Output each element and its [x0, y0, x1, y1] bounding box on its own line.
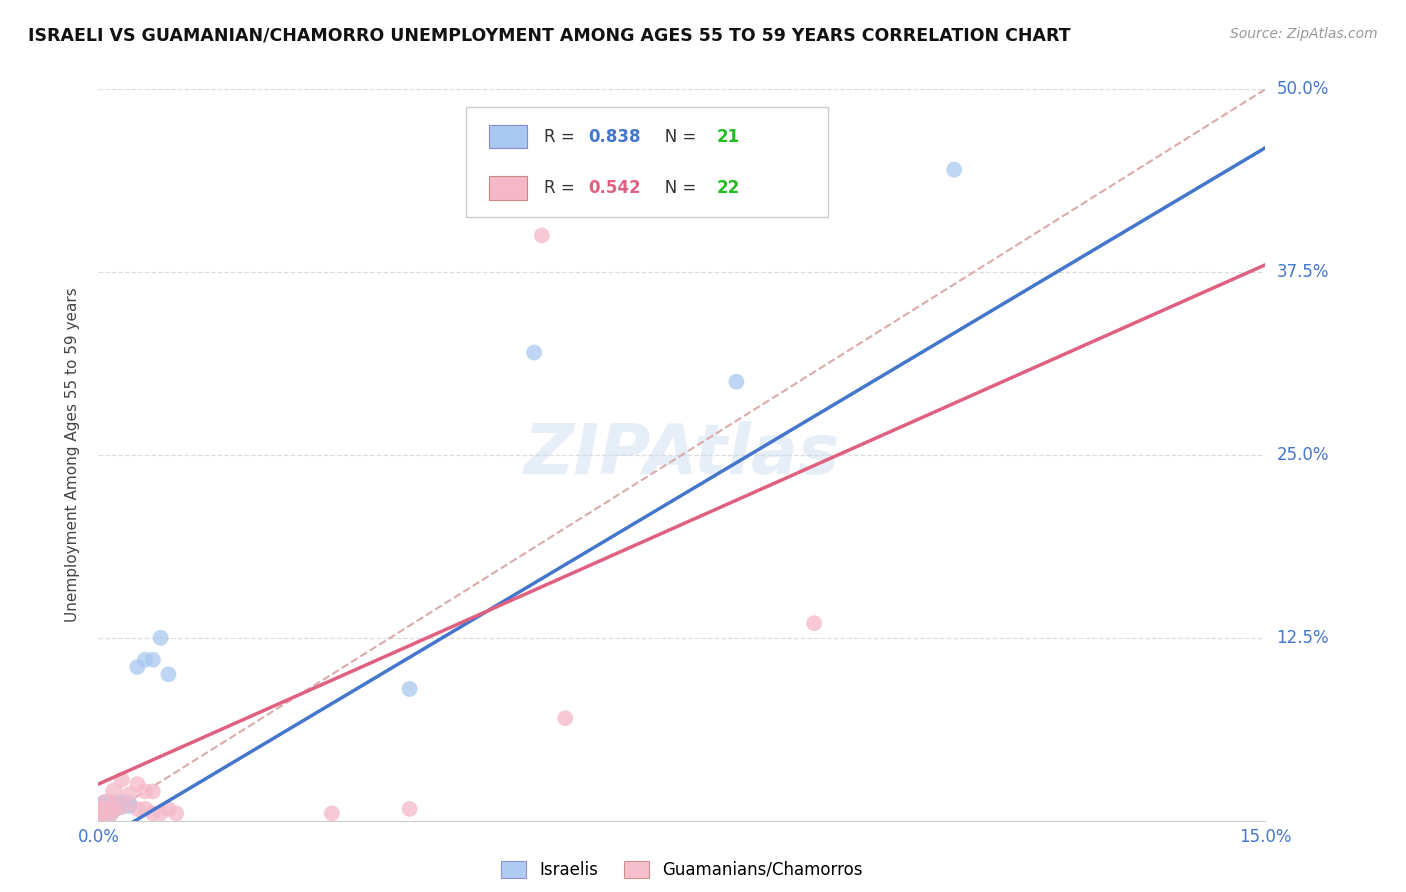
- Point: [118, 799, 141, 814]
- Legend: Israelis, Guamanians/Chamorros: Israelis, Guamanians/Chamorros: [495, 854, 869, 886]
- Point: [111, 799, 134, 814]
- Point: [943, 162, 966, 177]
- Text: Source: ZipAtlas.com: Source: ZipAtlas.com: [1230, 27, 1378, 41]
- Text: 25.0%: 25.0%: [1277, 446, 1329, 464]
- Text: ZIPAtlas: ZIPAtlas: [524, 421, 839, 489]
- Point: [87, 806, 110, 821]
- Text: ISRAELI VS GUAMANIAN/CHAMORRO UNEMPLOYMENT AMONG AGES 55 TO 59 YEARS CORRELATION: ISRAELI VS GUAMANIAN/CHAMORRO UNEMPLOYME…: [28, 27, 1071, 45]
- Point: [96, 806, 118, 821]
- Text: R =: R =: [544, 179, 581, 197]
- Point: [523, 345, 546, 359]
- Point: [530, 228, 553, 243]
- Point: [554, 711, 576, 725]
- Point: [111, 796, 134, 810]
- Point: [725, 375, 748, 389]
- Point: [398, 802, 420, 816]
- Point: [111, 799, 134, 814]
- Point: [87, 806, 110, 821]
- Point: [103, 784, 125, 798]
- Point: [87, 802, 110, 816]
- Point: [134, 784, 156, 798]
- FancyBboxPatch shape: [489, 177, 527, 200]
- Text: N =: N =: [650, 179, 702, 197]
- FancyBboxPatch shape: [465, 108, 828, 218]
- Text: N =: N =: [650, 128, 702, 145]
- Text: 12.5%: 12.5%: [1277, 629, 1329, 647]
- Y-axis label: Unemployment Among Ages 55 to 59 years: Unemployment Among Ages 55 to 59 years: [65, 287, 80, 623]
- Text: 21: 21: [717, 128, 740, 145]
- Point: [142, 784, 165, 798]
- Point: [157, 802, 180, 816]
- Point: [103, 799, 125, 814]
- Text: R =: R =: [544, 128, 581, 145]
- Point: [127, 777, 149, 791]
- Point: [111, 772, 134, 787]
- Point: [398, 681, 420, 696]
- Text: 22: 22: [717, 179, 740, 197]
- Point: [142, 806, 165, 821]
- Point: [96, 799, 118, 814]
- Text: 0.542: 0.542: [589, 179, 641, 197]
- Point: [165, 806, 187, 821]
- Point: [149, 806, 172, 821]
- Point: [103, 796, 125, 810]
- Point: [118, 796, 141, 810]
- Point: [149, 631, 172, 645]
- Point: [803, 616, 825, 631]
- Text: 0.838: 0.838: [589, 128, 641, 145]
- Point: [96, 799, 118, 814]
- Text: 50.0%: 50.0%: [1277, 80, 1329, 98]
- Point: [96, 806, 118, 821]
- Point: [118, 787, 141, 801]
- Point: [127, 660, 149, 674]
- Point: [134, 802, 156, 816]
- FancyBboxPatch shape: [489, 125, 527, 148]
- Point: [103, 802, 125, 816]
- Point: [142, 653, 165, 667]
- Point: [96, 802, 118, 816]
- Point: [127, 802, 149, 816]
- Point: [134, 653, 156, 667]
- Point: [157, 667, 180, 681]
- Point: [103, 802, 125, 816]
- Point: [321, 806, 343, 821]
- Text: 37.5%: 37.5%: [1277, 263, 1329, 281]
